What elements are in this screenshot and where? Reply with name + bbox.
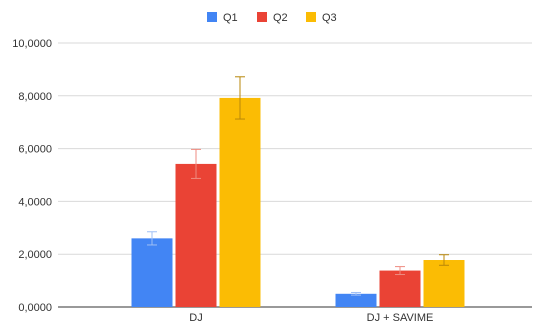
y-tick-label: 2,0000 xyxy=(18,249,52,261)
y-tick-label: 0,0000 xyxy=(18,302,52,314)
bar xyxy=(379,270,421,307)
legend-label: Q1 xyxy=(223,12,238,24)
bar xyxy=(335,293,377,307)
x-tick-label: DJ xyxy=(189,312,202,323)
legend-label: Q3 xyxy=(322,12,337,24)
legend-swatch xyxy=(306,12,316,22)
bar xyxy=(219,97,261,307)
bar xyxy=(175,163,217,307)
legend-swatch xyxy=(207,12,217,22)
bar xyxy=(423,260,465,307)
y-tick-label: 8,0000 xyxy=(18,91,52,103)
legend-label: Q2 xyxy=(273,12,288,24)
y-tick-label: 10,0000 xyxy=(12,38,52,50)
legend-swatch xyxy=(257,12,267,22)
x-tick-label: DJ + SAVIME xyxy=(367,312,434,323)
y-tick-label: 6,0000 xyxy=(18,144,52,156)
y-tick-label: 4,0000 xyxy=(18,196,52,208)
bar xyxy=(131,238,173,307)
